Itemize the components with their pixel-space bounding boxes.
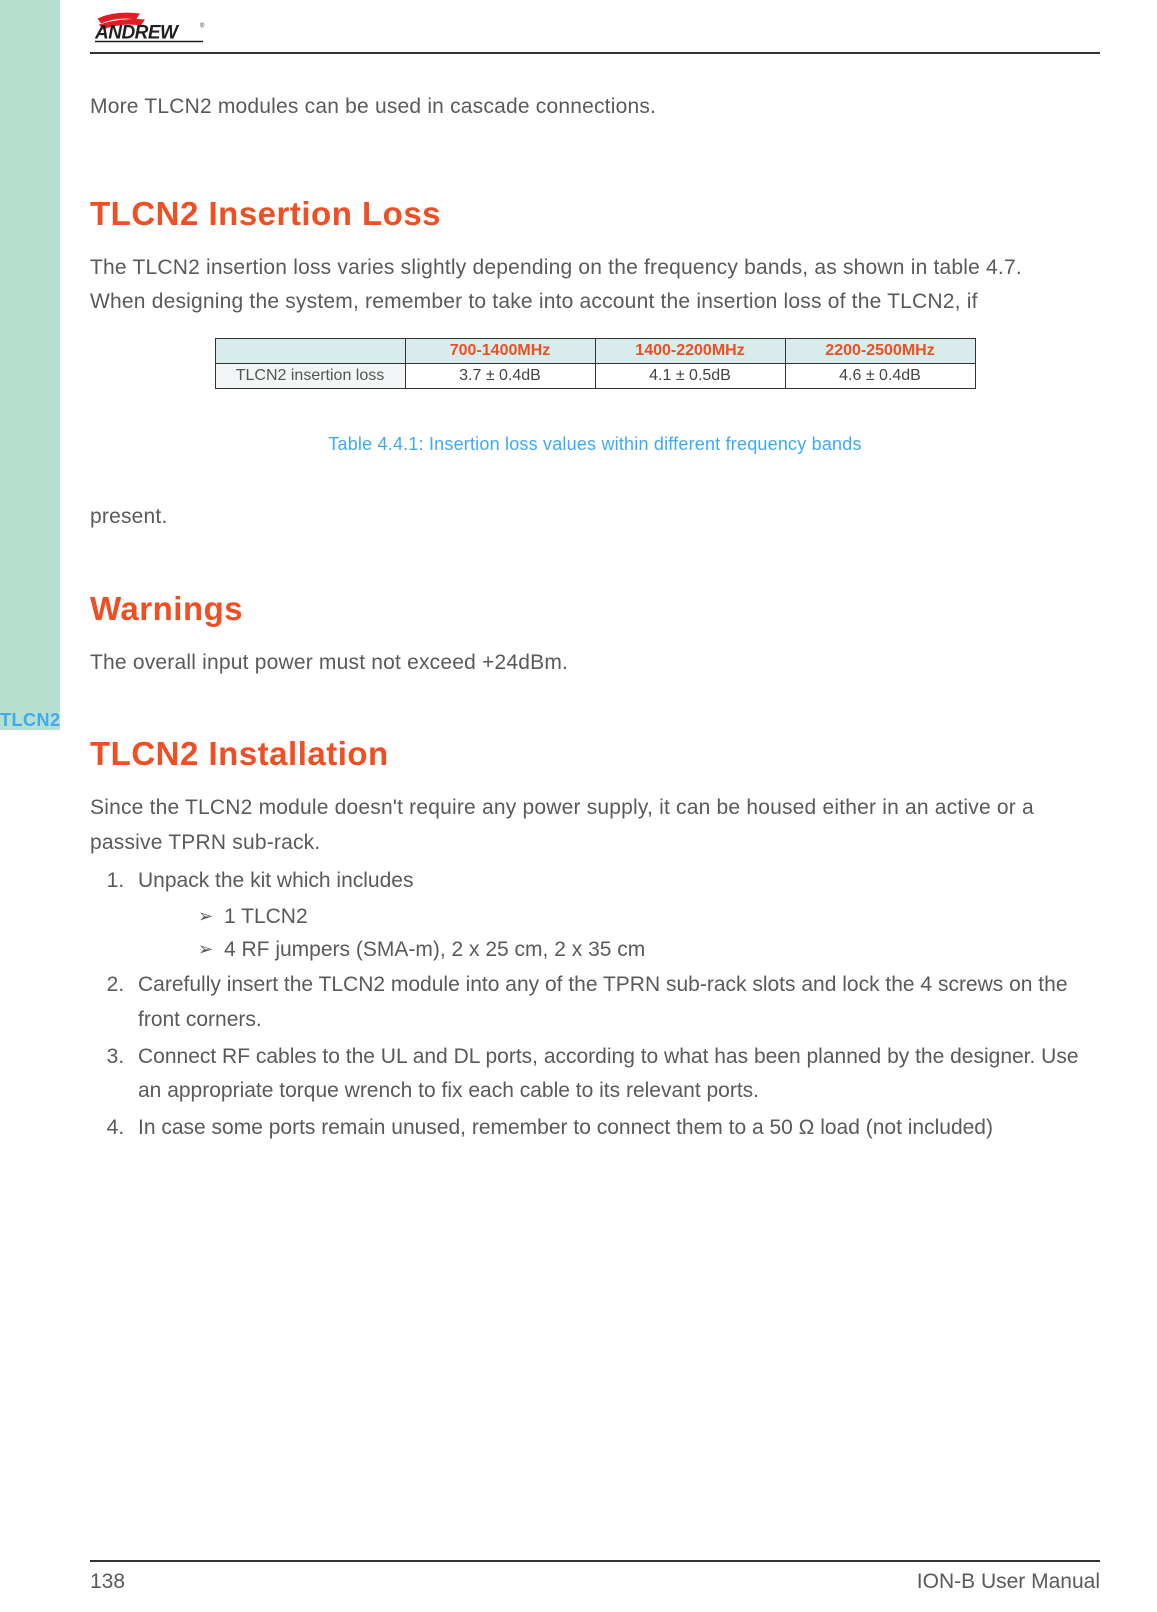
brand-logo-icon: ANDREW ® (95, 8, 245, 46)
insertion-p1: The TLCN2 insertion loss varies slightly… (90, 251, 1100, 286)
sidebar-section-label: TLCN2 (0, 710, 58, 731)
page-content: More TLCN2 modules can be used in cascad… (90, 90, 1100, 1147)
install-steps: Unpack the kit which includes 1 TLCN2 4 … (118, 864, 1100, 1145)
table-row-label: TLCN2 insertion loss (215, 363, 405, 388)
page-number: 138 (90, 1570, 125, 1594)
heading-warnings: Warnings (90, 590, 1100, 628)
install-step-1-text: Unpack the kit which includes (138, 869, 413, 892)
kit-item-2: 4 RF jumpers (SMA-m), 2 x 25 cm, 2 x 35 … (198, 934, 1100, 967)
install-step-3: Connect RF cables to the UL and DL ports… (130, 1040, 1100, 1109)
header-rule (90, 52, 1100, 54)
heading-installation: TLCN2 Installation (90, 735, 1100, 773)
install-p1: Since the TLCN2 module doesn't require a… (90, 791, 1100, 860)
heading-insertion-loss: TLCN2 Insertion Loss (90, 195, 1100, 233)
svg-text:ANDREW: ANDREW (95, 23, 180, 44)
table-header-col2: 1400-2200MHz (595, 338, 785, 363)
table-header-col3: 2200-2500MHz (785, 338, 975, 363)
sidebar-stripe (0, 0, 60, 730)
warnings-p1: The overall input power must not exceed … (90, 646, 1100, 681)
table-caption: Table 4.4.1: Insertion loss values withi… (90, 434, 1100, 455)
intro-paragraph: More TLCN2 modules can be used in cascad… (90, 90, 1100, 125)
svg-text:®: ® (200, 23, 205, 30)
table-cell-val3: 4.6 ± 0.4dB (785, 363, 975, 388)
kit-items-list: 1 TLCN2 4 RF jumpers (SMA-m), 2 x 25 cm,… (198, 901, 1100, 966)
footer-rule (90, 1560, 1100, 1562)
doc-title: ION-B User Manual (917, 1570, 1100, 1594)
table-header-col1: 700-1400MHz (405, 338, 595, 363)
insertion-p2: When designing the system, remember to t… (90, 285, 1100, 320)
insertion-loss-table: 700-1400MHz 1400-2200MHz 2200-2500MHz TL… (215, 338, 976, 389)
kit-item-1: 1 TLCN2 (198, 901, 1100, 934)
install-step-2: Carefully insert the TLCN2 module into a… (130, 968, 1100, 1037)
install-step-1: Unpack the kit which includes 1 TLCN2 4 … (130, 864, 1100, 966)
insertion-p3: present. (90, 500, 1100, 535)
table-cell-val2: 4.1 ± 0.5dB (595, 363, 785, 388)
table-cell-val1: 3.7 ± 0.4dB (405, 363, 595, 388)
install-step-4: In case some ports remain unused, rememb… (130, 1111, 1100, 1146)
table-header-blank (215, 338, 405, 363)
